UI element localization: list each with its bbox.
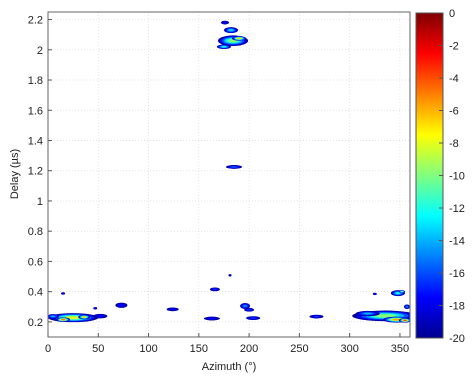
x-tick-label: 0 xyxy=(45,343,51,355)
cluster-contour xyxy=(401,291,403,293)
cluster-contour xyxy=(395,292,401,295)
heatmap-cluster xyxy=(398,318,410,323)
cluster-contour xyxy=(374,314,396,318)
heatmap-cluster xyxy=(93,313,108,319)
cluster-contour xyxy=(65,316,82,320)
colorbar-ticks: 0 -2 -4 -6 -8 -10 -12 -14 -16 -18 -20 xyxy=(439,8,465,345)
heatmap-cluster xyxy=(240,302,251,310)
heatmap-cluster xyxy=(56,317,71,322)
cluster-contour xyxy=(223,21,227,24)
heatmap-cluster xyxy=(403,304,410,310)
y-tick-label: 0.6 xyxy=(28,256,43,268)
heatmap-cluster xyxy=(232,36,247,41)
y-tick-label: 0.2 xyxy=(28,317,43,329)
heatmap-cluster xyxy=(93,307,98,310)
colorbar-tick-label: -16 xyxy=(449,268,465,280)
cluster-contour xyxy=(94,307,96,309)
heatmap-cluster xyxy=(48,314,60,319)
heatmap-cluster xyxy=(225,165,243,169)
cluster-contour xyxy=(209,317,215,320)
colorbar-tick-label: 0 xyxy=(449,8,455,20)
colorbar-tick-label: -8 xyxy=(449,138,459,150)
colorbar-tick-label: -2 xyxy=(449,41,459,53)
x-tick-label: 250 xyxy=(290,343,308,355)
x-tick-label: 300 xyxy=(340,343,358,355)
heatmap-cluster xyxy=(115,302,128,308)
y-axis-label: Delay (µs) xyxy=(9,149,21,199)
heatmap-cluster xyxy=(166,307,179,312)
cluster-contour xyxy=(119,304,124,307)
cluster-contour xyxy=(236,37,242,40)
cluster-contour xyxy=(228,29,234,32)
x-tick-label: 150 xyxy=(190,343,208,355)
cluster-contour xyxy=(82,316,87,318)
cluster-contour xyxy=(243,305,247,307)
heatmap-cluster xyxy=(220,20,230,25)
y-tick-label: 2.2 xyxy=(28,15,43,27)
heatmap-cluster xyxy=(398,290,405,294)
x-tick-label: 200 xyxy=(240,343,258,355)
cluster-contour xyxy=(247,309,251,311)
cluster-contour xyxy=(314,315,319,318)
colorbar xyxy=(415,12,444,339)
cluster-contour xyxy=(229,274,231,276)
cluster-contour xyxy=(374,293,376,295)
y-tick-label: 1.6 xyxy=(28,105,43,117)
cluster-contour xyxy=(98,315,103,317)
grid xyxy=(47,12,410,337)
plot-area xyxy=(48,12,410,337)
heatmap-cluster xyxy=(61,292,66,295)
cluster-contour xyxy=(60,318,66,321)
cluster-contour xyxy=(250,317,256,319)
cluster-contour xyxy=(51,315,55,318)
colorbar-tick-label: -14 xyxy=(449,236,465,248)
heatmap-cluster xyxy=(78,314,91,320)
heatmap-cluster xyxy=(203,316,220,321)
heatmap-cluster xyxy=(216,44,232,50)
y-tick-label: 0.4 xyxy=(28,287,43,299)
heatmap-cluster xyxy=(223,27,239,34)
x-ticks: 0 50 100 150 200 250 300 350 xyxy=(45,333,409,355)
heatmap-clusters xyxy=(48,20,410,323)
y-tick-label: 1.4 xyxy=(28,135,43,147)
x-tick-label: 100 xyxy=(139,343,157,355)
cluster-contour xyxy=(221,46,227,48)
colorbar-tick-label: -10 xyxy=(449,171,465,183)
heatmap-cluster xyxy=(372,292,377,296)
cluster-contour xyxy=(406,306,408,308)
cluster-contour xyxy=(231,166,237,168)
heatmap-cluster xyxy=(246,316,261,320)
heatmap-cluster xyxy=(228,274,232,277)
colorbar-tick-label: -4 xyxy=(449,73,459,85)
cluster-contour xyxy=(403,319,407,322)
plot-frame xyxy=(47,11,411,338)
heatmap-cluster xyxy=(209,287,220,292)
y-tick-label: 1 xyxy=(37,196,43,208)
y-tick-label: 1.8 xyxy=(28,75,43,87)
heatmap-cluster xyxy=(244,307,255,312)
y-tick-label: 0.8 xyxy=(28,226,43,238)
x-tick-label: 350 xyxy=(391,343,409,355)
colorbar-tick-label: -6 xyxy=(449,106,459,118)
cluster-contour xyxy=(170,308,175,310)
cluster-contour xyxy=(213,288,217,290)
x-tick-label: 50 xyxy=(92,343,104,355)
y-tick-label: 2 xyxy=(37,45,43,57)
y-tick-label: 1.2 xyxy=(28,166,43,178)
colorbar-tick-label: -18 xyxy=(449,301,465,313)
colorbar-tick-label: -20 xyxy=(449,333,465,345)
colorbar-tick-label: -12 xyxy=(449,203,465,215)
heatmap-cluster xyxy=(309,314,324,319)
y-ticks: 0.2 0.4 0.6 0.8 1 1.2 1.4 1.6 1.8 2 2.2 xyxy=(28,15,52,329)
cluster-contour xyxy=(62,293,64,294)
x-axis-label: Azimuth (°) xyxy=(202,361,257,373)
heatmap-cluster xyxy=(355,310,380,317)
cluster-contour xyxy=(363,312,372,315)
